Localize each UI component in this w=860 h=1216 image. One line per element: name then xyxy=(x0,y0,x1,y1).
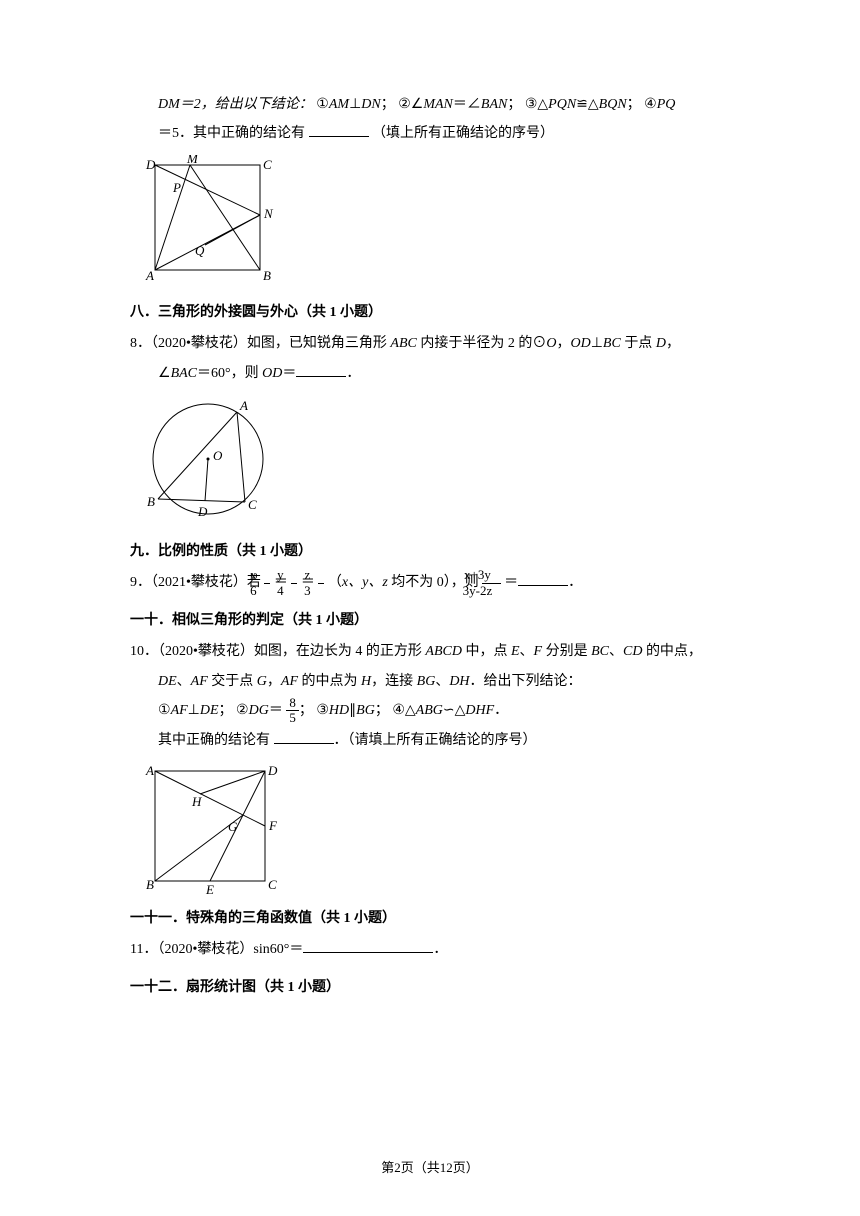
problem-9: 9．（2021•攀枝花）若 x6 ＝ y4 ＝ z3 （x、y、z 均不为 0）… xyxy=(130,568,730,598)
svg-text:G: G xyxy=(228,819,238,834)
fraction: x+3y3y-2z xyxy=(482,568,500,598)
svg-text:D: D xyxy=(145,157,156,172)
svg-text:E: E xyxy=(205,882,214,896)
svg-text:A: A xyxy=(145,268,154,283)
svg-text:Q: Q xyxy=(195,243,205,258)
svg-text:N: N xyxy=(263,206,274,221)
fraction: z3 xyxy=(318,568,324,598)
svg-text:D: D xyxy=(197,504,208,519)
fraction: 85 xyxy=(286,696,299,726)
svg-text:A: A xyxy=(145,763,154,778)
q10-line1: 10．（2020•攀枝花）如图，在边长为 4 的正方形 ABCD 中，点 E、F… xyxy=(130,637,730,666)
blank-fill xyxy=(296,363,346,377)
svg-text:B: B xyxy=(147,494,155,509)
fraction: x6 xyxy=(264,568,270,598)
blank-fill xyxy=(274,730,334,744)
q11-line1: 11．（2020•攀枝花）sin60°＝． xyxy=(130,935,730,964)
svg-text:A: A xyxy=(239,398,248,413)
q8-line1: 8．（2020•攀枝花）如图，已知锐角三角形 ABC 内接于半径为 2 的⊙O，… xyxy=(130,329,730,358)
blank-fill xyxy=(309,123,369,137)
blank-fill xyxy=(518,572,568,586)
svg-text:C: C xyxy=(263,157,272,172)
q7-line2: ＝5．其中正确的结论有 （填上所有正确结论的序号） xyxy=(130,119,730,148)
q9-line1: 9．（2021•攀枝花）若 x6 ＝ y4 ＝ z3 （x、y、z 均不为 0）… xyxy=(130,568,730,598)
figure-10: A D H G F B E C xyxy=(140,761,730,896)
page-footer: 第2页（共12页） xyxy=(0,1154,860,1181)
svg-text:B: B xyxy=(263,268,271,283)
section-9-title: 九．比例的性质（共 1 小题） xyxy=(130,537,730,566)
q10-line3: ①AF⊥DE； ②DG＝ 85； ③HD∥BG； ④△ABG∽△DHF． xyxy=(130,696,730,726)
problem-8: 8．（2020•攀枝花）如图，已知锐角三角形 ABC 内接于半径为 2 的⊙O，… xyxy=(130,329,730,529)
blank-fill xyxy=(303,939,433,953)
figure-7: D M C P N Q A B xyxy=(140,155,730,290)
problem-7-continued: DM＝2，给出以下结论： ①AM⊥DN； ②∠MAN＝∠BAN； ③△PQN≌△… xyxy=(130,90,730,290)
section-11-title: 一十一．特殊角的三角函数值（共 1 小题） xyxy=(130,904,730,933)
figure-8: A O B D C xyxy=(140,394,730,529)
q7-line1: DM＝2，给出以下结论： ①AM⊥DN； ②∠MAN＝∠BAN； ③△PQN≌△… xyxy=(130,90,730,119)
svg-text:P: P xyxy=(172,180,181,195)
svg-text:F: F xyxy=(268,818,278,833)
svg-text:O: O xyxy=(213,448,223,463)
svg-text:D: D xyxy=(267,763,278,778)
q10-line4: 其中正确的结论有 ．（请填上所有正确结论的序号） xyxy=(130,726,730,755)
svg-text:C: C xyxy=(268,877,277,892)
svg-text:H: H xyxy=(191,794,202,809)
svg-text:C: C xyxy=(248,497,257,512)
q10-line2: DE、AF 交于点 G，AF 的中点为 H，连接 BG、DH．给出下列结论： xyxy=(130,667,730,696)
section-10-title: 一十．相似三角形的判定（共 1 小题） xyxy=(130,606,730,635)
section-8-title: 八．三角形的外接圆与外心（共 1 小题） xyxy=(130,298,730,327)
fraction: y4 xyxy=(291,568,297,598)
q8-line2: ∠BAC＝60°，则 OD＝． xyxy=(130,359,730,388)
section-12-title: 一十二．扇形统计图（共 1 小题） xyxy=(130,973,730,1002)
problem-11: 11．（2020•攀枝花）sin60°＝． xyxy=(130,935,730,964)
svg-text:M: M xyxy=(186,155,199,166)
problem-10: 10．（2020•攀枝花）如图，在边长为 4 的正方形 ABCD 中，点 E、F… xyxy=(130,637,730,896)
svg-text:B: B xyxy=(146,877,154,892)
